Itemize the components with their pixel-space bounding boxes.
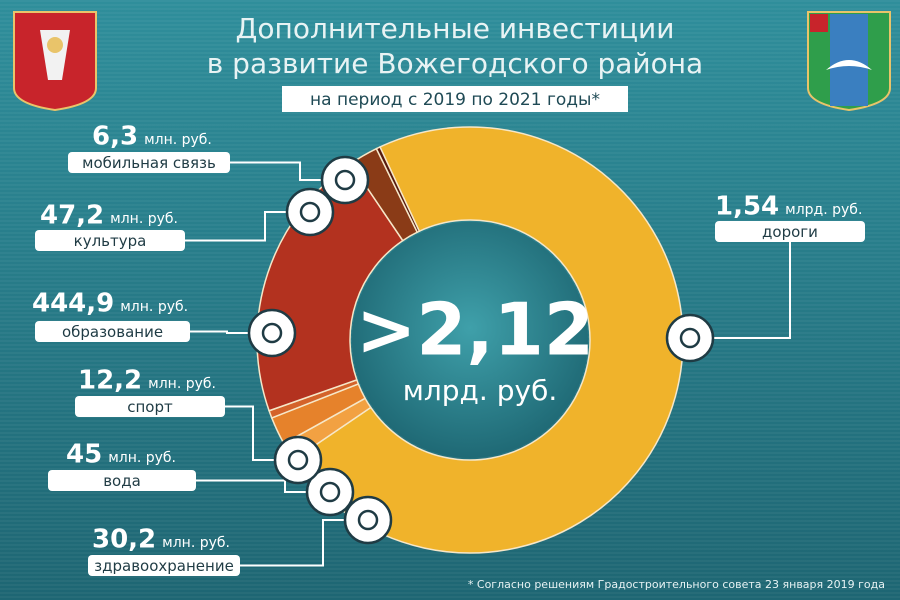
category-icon bbox=[305, 467, 355, 517]
value-label: 45 bbox=[66, 440, 102, 470]
category-box bbox=[35, 321, 190, 342]
value-unit: млн. руб. bbox=[108, 450, 176, 466]
emblem-right bbox=[807, 11, 891, 112]
category-box bbox=[715, 221, 865, 242]
value-label: 1,54 bbox=[715, 192, 779, 222]
icon-glyph bbox=[679, 327, 701, 349]
subtitle-box bbox=[282, 86, 628, 112]
value-label: 6,3 bbox=[92, 122, 138, 152]
icon-circle bbox=[285, 187, 335, 237]
category-box bbox=[35, 230, 185, 251]
icon-circle bbox=[273, 435, 323, 485]
subtitle: на период с 2019 по 2021 годы* bbox=[310, 90, 600, 110]
category-icon bbox=[247, 308, 297, 358]
value-unit: млн. руб. bbox=[110, 211, 178, 227]
title-line: в развитие Вожегодского района bbox=[207, 47, 703, 80]
category-box bbox=[48, 470, 196, 491]
value-unit: млн. руб. bbox=[120, 299, 188, 315]
category-label: спорт bbox=[127, 398, 173, 416]
pie-slice bbox=[375, 145, 421, 234]
category-label: мобильная связь bbox=[82, 154, 216, 172]
value-label: 444,9 bbox=[32, 289, 114, 319]
center-circle bbox=[352, 222, 588, 458]
icon-glyph bbox=[299, 201, 321, 223]
icon-circle bbox=[305, 467, 355, 517]
value-unit: млрд. руб. bbox=[785, 202, 862, 218]
icon-glyph bbox=[334, 169, 356, 191]
value-label: 12,2 bbox=[78, 366, 142, 396]
category-icon bbox=[320, 155, 370, 205]
callout-line bbox=[690, 242, 791, 339]
category-icon bbox=[665, 313, 715, 363]
icon-glyph bbox=[357, 509, 379, 531]
value-unit: млн. руб. bbox=[148, 376, 216, 392]
center-value: >2,12 bbox=[356, 288, 594, 372]
category-icon bbox=[343, 495, 393, 545]
icon-glyph bbox=[287, 449, 309, 471]
category-icon bbox=[285, 187, 335, 237]
icon-glyph bbox=[261, 322, 283, 344]
icon-circle bbox=[343, 495, 393, 545]
value-unit: млн. руб. bbox=[162, 535, 230, 551]
value-label: 47,2 bbox=[40, 201, 104, 231]
category-icon bbox=[273, 435, 323, 485]
icon-circle bbox=[665, 313, 715, 363]
emblem-left bbox=[13, 11, 97, 112]
category-label: здравоохранение bbox=[94, 557, 234, 575]
center-unit: млрд. руб. bbox=[403, 374, 557, 407]
category-label: образование bbox=[62, 323, 163, 341]
icon-glyph bbox=[319, 481, 341, 503]
category-label: культура bbox=[74, 232, 147, 250]
category-box bbox=[88, 555, 240, 576]
value-unit: млн. руб. bbox=[144, 132, 212, 148]
category-box bbox=[68, 152, 230, 173]
category-label: дороги bbox=[762, 223, 818, 241]
value-label: 30,2 bbox=[92, 525, 156, 555]
icon-circle bbox=[320, 155, 370, 205]
title-line: Дополнительные инвестиции bbox=[236, 12, 675, 45]
footnote: * Согласно решениям Градостроительного с… bbox=[468, 578, 885, 591]
category-box bbox=[75, 396, 225, 417]
category-label: вода bbox=[103, 472, 141, 490]
icon-circle bbox=[247, 308, 297, 358]
